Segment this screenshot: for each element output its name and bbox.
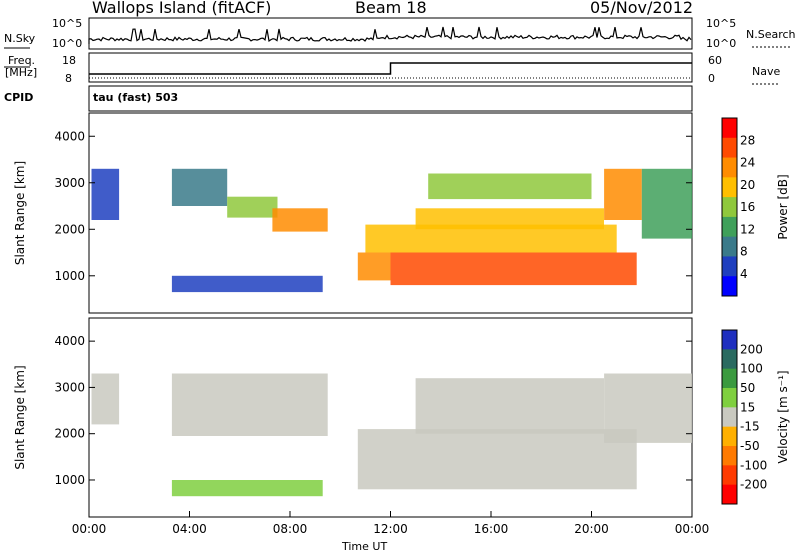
velocity-band-0	[91, 373, 120, 425]
nsearch-label: N.Search	[746, 28, 796, 41]
power-colorbar-tick: 12	[740, 222, 755, 236]
noise-panel-frame	[88, 17, 693, 50]
velocity-colorbar-tick: -100	[740, 458, 767, 472]
velocity-band-5	[604, 373, 692, 443]
power-band-11	[641, 168, 693, 239]
velocity-colorbar-swatch	[722, 349, 737, 370]
power-colorbar-swatch	[722, 197, 737, 218]
frequency-trace	[89, 62, 692, 75]
power-colorbar-swatch	[722, 276, 737, 297]
power-colorbar-tick: 20	[740, 178, 755, 192]
power-colorbar-swatch	[722, 137, 737, 159]
velocity-colorbar-swatch	[722, 484, 737, 505]
nave-label: Nave	[752, 65, 781, 78]
velocity-colorbar-swatch	[722, 330, 737, 350]
velocity-ytick-label: 2000	[54, 427, 85, 441]
power-band-10	[604, 168, 642, 220]
power-colorbar-tick: 16	[740, 200, 755, 214]
power-colorbar-tick: 28	[740, 133, 755, 147]
time-tick-label: 08:00	[273, 522, 308, 536]
power-colorbar-tick: 8	[740, 245, 748, 259]
velocity-colorbar-tick: 50	[740, 381, 755, 395]
beam-title: Beam 18	[355, 0, 427, 17]
nsky-tick-high: 10^5	[52, 17, 83, 30]
time-tick-label: 00:00	[675, 522, 710, 536]
velocity-band-1	[171, 373, 328, 436]
power-band-6	[390, 252, 637, 286]
velocity-colorbar-tick: 15	[740, 400, 755, 414]
time-tick-label: 20:00	[574, 522, 609, 536]
power-band-1	[171, 168, 228, 206]
time-tick-label: 16:00	[474, 522, 509, 536]
velocity-colorbar-frame	[721, 329, 738, 505]
power-ytick-label: 1000	[54, 269, 85, 283]
velocity-band-3	[357, 429, 637, 490]
power-band-8	[415, 208, 604, 230]
date-title: 05/Nov/2012	[590, 0, 694, 17]
velocity-colorbar-tick: -50	[740, 439, 760, 453]
power-colorbar-swatch	[722, 177, 737, 198]
freq-tick-low: 8	[65, 72, 72, 85]
nsearch-tick-low: 10^0	[706, 37, 737, 50]
power-colorbar-frame	[721, 117, 738, 297]
power-band-0	[91, 168, 120, 220]
time-tick-label: 00:00	[72, 522, 107, 536]
freq-tick-high: 18	[62, 54, 76, 67]
velocity-colorbar-swatch	[722, 388, 737, 408]
velocity-colorbar-tick: -15	[740, 420, 760, 434]
power-colorbar-swatch	[722, 157, 737, 178]
power-band-5	[357, 252, 391, 281]
power-band-3	[272, 208, 328, 232]
power-ytick-label: 4000	[54, 129, 85, 143]
nsearch-tick-high: 10^5	[706, 17, 737, 30]
power-ylabel: Slant Range [km]	[13, 161, 27, 265]
cpid-label: CPID	[4, 91, 34, 104]
time-tick-label: 12:00	[373, 522, 408, 536]
power-colorbar-label: Power [dB]	[776, 174, 790, 239]
nsky-tick-low: 10^0	[52, 37, 83, 50]
power-colorbar-swatch	[722, 118, 737, 139]
freq-label: Freq.	[8, 54, 36, 67]
velocity-ylabel: Slant Range [km]	[13, 365, 27, 469]
freq-panel-frame	[88, 52, 693, 83]
power-band-2	[227, 196, 278, 218]
power-band-9	[428, 173, 592, 200]
cpid-text: tau (fast) 503	[93, 91, 179, 104]
velocity-colorbar-tick: -200	[740, 478, 767, 492]
time-axis-label: Time UT	[342, 540, 388, 553]
nave-tick-low: 0	[708, 72, 715, 85]
power-ytick-label: 3000	[54, 176, 85, 190]
power-colorbar-tick: 24	[740, 156, 755, 170]
velocity-colorbar-swatch	[722, 426, 737, 447]
power-band-7	[365, 224, 617, 253]
power-colorbar-swatch	[722, 236, 737, 257]
nsky-label: N.Sky	[4, 32, 36, 45]
cpid-panel-frame	[88, 85, 693, 112]
power-colorbar-swatch	[722, 216, 737, 238]
nave-tick-high: 60	[708, 54, 722, 67]
velocity-colorbar-tick: 100	[740, 362, 763, 376]
velocity-ytick-label: 4000	[54, 334, 85, 348]
velocity-colorbar-swatch	[722, 465, 737, 486]
velocity-ytick-label: 1000	[54, 473, 85, 487]
velocity-band-2	[171, 480, 323, 497]
freq-unit-label: [MHz]	[5, 66, 38, 79]
velocity-colorbar-swatch	[722, 407, 737, 428]
velocity-colorbar-label: Velocity [m s⁻¹]	[776, 370, 790, 463]
power-colorbar-swatch	[722, 256, 737, 277]
power-ytick-label: 2000	[54, 222, 85, 236]
velocity-colorbar-tick: 200	[740, 342, 763, 356]
noise-trace	[88, 26, 692, 44]
velocity-colorbar-swatch	[722, 368, 737, 389]
station-title: Wallops Island (fitACF)	[92, 0, 272, 17]
velocity-colorbar-swatch	[722, 446, 737, 466]
power-band-4	[171, 275, 323, 293]
velocity-band-4	[415, 378, 604, 434]
time-tick-label: 04:00	[172, 522, 207, 536]
velocity-ytick-label: 3000	[54, 380, 85, 394]
power-colorbar-tick: 4	[740, 267, 748, 281]
